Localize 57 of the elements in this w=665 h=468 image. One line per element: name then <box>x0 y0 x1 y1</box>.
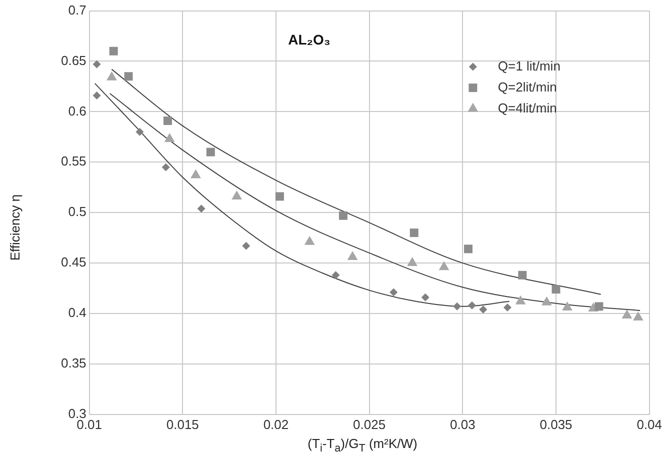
point <box>552 285 560 294</box>
y-tick-label: 0.7 <box>68 2 86 18</box>
point <box>162 163 170 172</box>
x-tick-label: 0.015 <box>166 416 199 432</box>
point <box>136 128 144 136</box>
point <box>479 305 488 314</box>
point <box>109 46 118 56</box>
point <box>421 293 430 302</box>
point <box>541 296 552 306</box>
point <box>503 303 512 312</box>
y-tick-label: 0.45 <box>60 254 86 270</box>
point <box>562 301 572 310</box>
point <box>197 204 206 213</box>
point <box>468 301 476 310</box>
point <box>410 228 418 238</box>
point <box>232 190 242 200</box>
x-tick-label: 0.035 <box>540 416 572 432</box>
point <box>622 310 632 319</box>
point <box>338 211 348 220</box>
point <box>275 192 284 201</box>
point <box>515 295 526 304</box>
point <box>464 244 473 254</box>
point <box>390 288 398 296</box>
x-tick-label: 0.02 <box>263 416 289 432</box>
y-tick-label: 0.55 <box>60 154 86 169</box>
point <box>332 271 340 280</box>
line-series <box>109 93 641 311</box>
point <box>190 169 201 178</box>
y-axis-title: Efficiency η <box>8 193 22 263</box>
point <box>242 242 250 250</box>
point <box>163 116 172 126</box>
point <box>164 132 175 142</box>
legend-label: Q=4lit/min <box>498 100 557 116</box>
point <box>407 257 418 266</box>
y-tick-label: 0.6 <box>68 103 86 118</box>
point <box>594 302 604 311</box>
y-tick-label: 0.4 <box>68 305 86 320</box>
y-tick-label: 0.65 <box>60 52 86 68</box>
annotation: AL₂O₃ <box>288 32 330 48</box>
point <box>453 302 462 310</box>
point <box>92 92 101 100</box>
y-tick-label: 0.35 <box>60 356 86 371</box>
x-tick-label: 0.025 <box>353 416 386 432</box>
point <box>632 312 644 321</box>
point <box>206 148 215 156</box>
y-tick-label: 0.5 <box>68 204 86 220</box>
point <box>518 270 527 280</box>
point <box>347 250 358 260</box>
point <box>92 60 101 68</box>
point <box>124 72 133 81</box>
point <box>438 261 450 270</box>
x-tick-label: 0.03 <box>450 416 476 432</box>
legend-label: Q=2lit/min <box>498 79 557 94</box>
legend-label: Q=1 lit/min <box>498 58 560 74</box>
point <box>304 236 315 245</box>
x-axis-title: (T$_{i}$-T$_{a}$)/G$_{T}$ (m²K/W) <box>306 436 418 455</box>
x-tick-label: 0.04 <box>636 416 662 432</box>
